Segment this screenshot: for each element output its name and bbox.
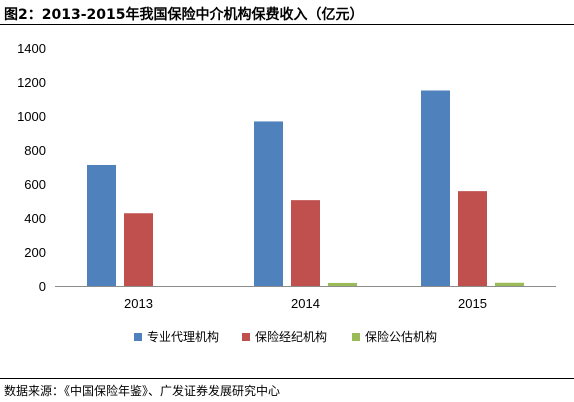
title-rule xyxy=(0,24,574,25)
figure-title: 图2：2013-2015年我国保险中介机构保费收入（亿元） xyxy=(4,7,364,23)
bar-2014-series-1 xyxy=(254,121,283,286)
legend-swatch xyxy=(134,333,142,341)
y-tick-label: 1200 xyxy=(17,75,46,90)
legend-label: 保险公估机构 xyxy=(365,329,437,344)
bar-2015-series-2 xyxy=(458,191,487,286)
legend-swatch xyxy=(352,333,360,341)
bar-2015-series-3 xyxy=(495,282,524,286)
y-tick-label: 1400 xyxy=(17,41,46,56)
bar-2014-series-2 xyxy=(291,200,320,286)
bar-2014-series-3 xyxy=(328,282,357,286)
x-tick-label: 2014 xyxy=(291,296,320,311)
y-tick-label: 200 xyxy=(24,245,46,260)
x-tick-label: 2013 xyxy=(124,296,153,311)
legend: 专业代理机构 保险经纪机构 保险公估机构 xyxy=(134,329,437,344)
y-tick-label: 400 xyxy=(24,211,46,226)
legend-label: 专业代理机构 xyxy=(147,329,219,344)
y-tick-label: 800 xyxy=(24,143,46,158)
bar-2013-series-2 xyxy=(124,213,153,286)
x-axis-labels: 2013 2014 2015 xyxy=(124,296,487,311)
bars xyxy=(87,90,524,286)
source-rule xyxy=(0,378,574,379)
legend-label: 保险经纪机构 xyxy=(255,329,327,344)
legend-swatch xyxy=(242,333,250,341)
source-note: 数据来源：《中国保险年鉴》、广发证券发展研究中心 xyxy=(4,384,281,398)
bar-chart: 0 200 400 600 800 1000 1200 1400 2013 2014 2015 专… xyxy=(17,41,556,344)
y-axis: 0 200 400 600 800 1000 1200 1400 xyxy=(17,41,46,294)
y-tick-label: 600 xyxy=(24,177,46,192)
bar-2015-series-1 xyxy=(421,90,450,286)
y-tick-label: 0 xyxy=(39,279,46,294)
x-tick-label: 2015 xyxy=(458,296,487,311)
y-tick-label: 1000 xyxy=(17,109,46,124)
bar-2013-series-1 xyxy=(87,164,116,286)
